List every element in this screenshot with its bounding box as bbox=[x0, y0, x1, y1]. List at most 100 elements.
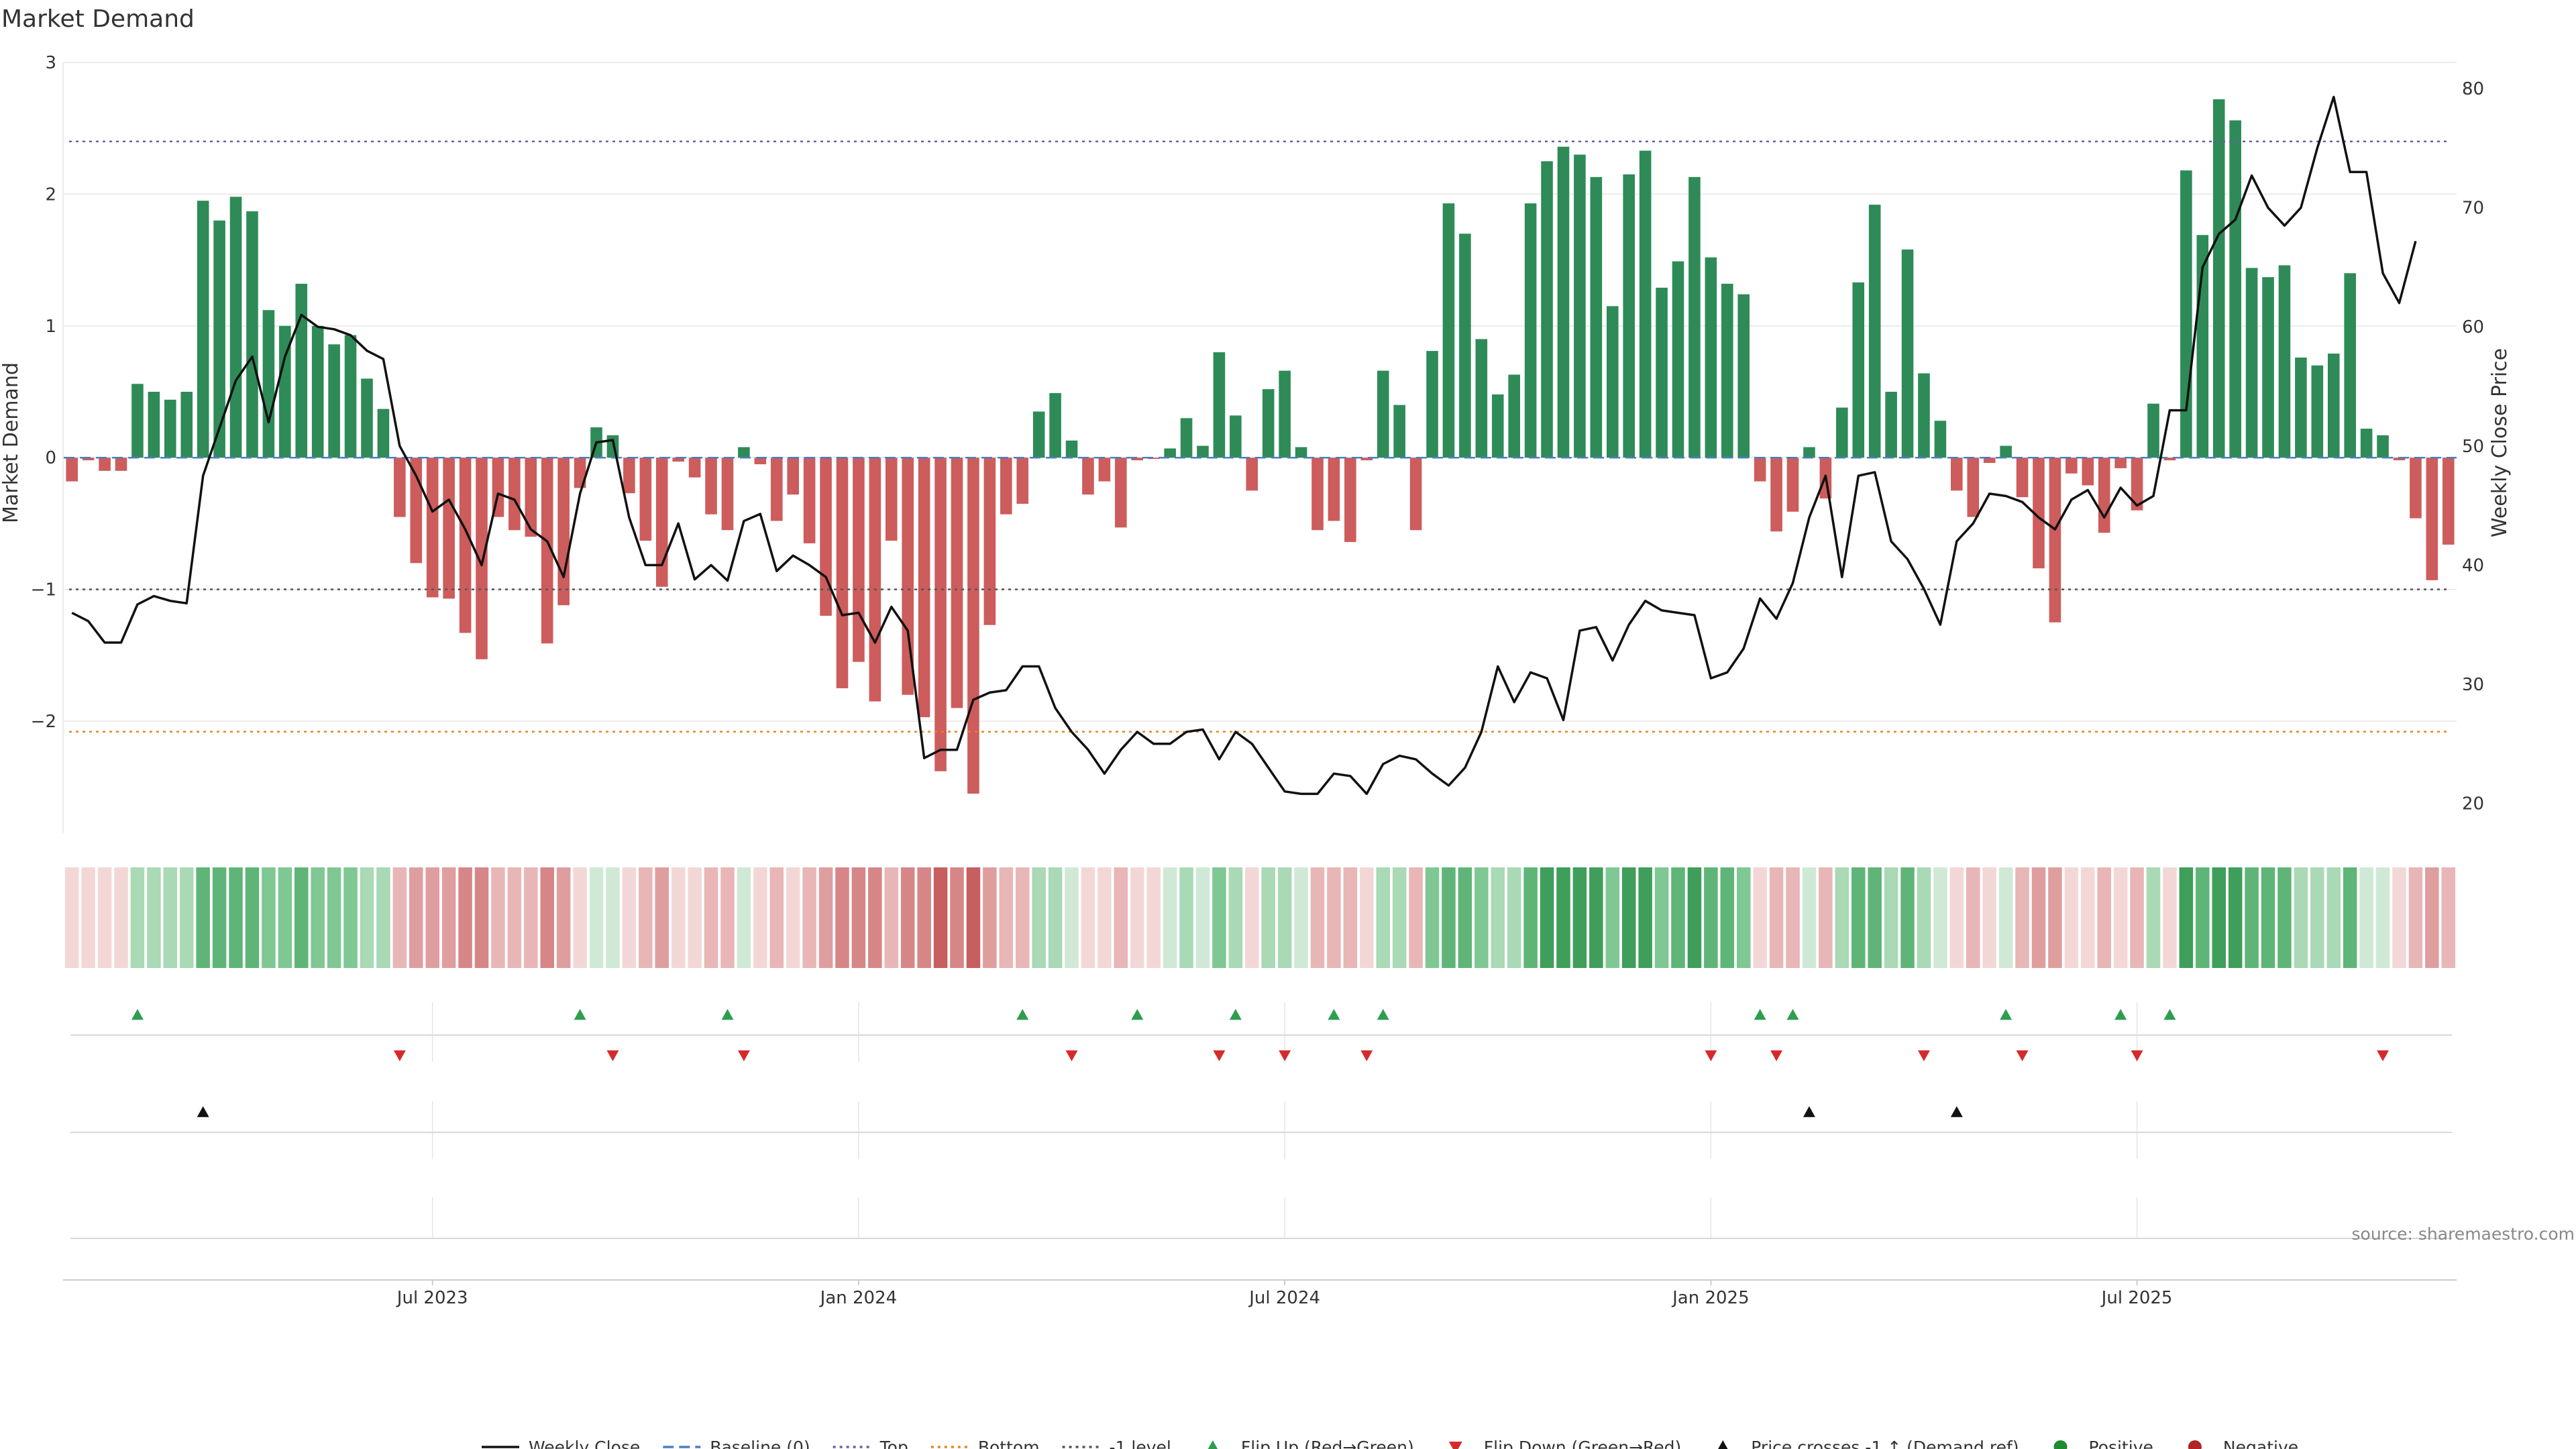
reference-lines bbox=[64, 140, 2457, 733]
heat-cell bbox=[1720, 867, 1735, 968]
legend-swatch bbox=[2188, 1440, 2202, 1449]
flip-up-marker bbox=[574, 1009, 586, 1020]
flip-down-marker bbox=[1705, 1050, 1717, 1061]
heat-cell bbox=[655, 867, 669, 968]
demand-bar bbox=[2098, 458, 2110, 533]
demand-bar bbox=[1344, 458, 1356, 542]
demand-bar bbox=[2000, 445, 2012, 458]
demand-bar bbox=[1639, 150, 1652, 458]
heat-cell bbox=[2130, 867, 2144, 968]
demand-bar bbox=[2295, 357, 2307, 458]
demand-bar bbox=[131, 384, 144, 458]
heat-cell bbox=[2245, 867, 2259, 968]
signal-markers bbox=[70, 1002, 2452, 1239]
demand-bar bbox=[836, 458, 849, 688]
demand-bar bbox=[328, 344, 340, 458]
demand-bar bbox=[770, 458, 783, 521]
legend-label: Positive bbox=[2089, 1438, 2153, 1449]
heat-cell bbox=[1114, 867, 1128, 968]
demand-bars bbox=[66, 99, 2455, 794]
flip-up-marker bbox=[721, 1009, 734, 1020]
legend-label: Price crosses -1 ↑ (Demand ref) bbox=[1751, 1438, 2019, 1449]
heat-cell bbox=[343, 867, 358, 968]
heat-cell bbox=[114, 867, 128, 968]
flip-up-marker bbox=[1786, 1009, 1799, 1020]
heat-cell bbox=[2425, 867, 2439, 968]
demand-bar bbox=[2426, 458, 2438, 580]
legend-swatch bbox=[1718, 1440, 1728, 1449]
heat-cell bbox=[1540, 867, 1554, 968]
legend-label: Flip Up (Red→Green) bbox=[1241, 1438, 1414, 1449]
heat-cell bbox=[753, 867, 767, 968]
demand-bar bbox=[2410, 458, 2422, 519]
heat-cell bbox=[1802, 867, 1817, 968]
flip-up-marker bbox=[1229, 1009, 1242, 1020]
demand-bar bbox=[2147, 403, 2159, 458]
heat-cell bbox=[999, 867, 1014, 968]
demand-bar bbox=[1836, 407, 1848, 458]
demand-bar bbox=[1377, 370, 1389, 458]
left-axis-label: Market Demand bbox=[0, 362, 23, 523]
demand-bar bbox=[623, 458, 635, 494]
demand-bar bbox=[2229, 120, 2241, 458]
demand-bar bbox=[1246, 458, 1258, 491]
heat-cell bbox=[1687, 867, 1702, 968]
legend-swatch bbox=[1208, 1440, 1218, 1449]
heat-cell bbox=[2441, 867, 2456, 968]
heat-cell bbox=[1474, 867, 1489, 968]
heat-cell bbox=[1835, 867, 1849, 968]
demand-bar bbox=[1328, 458, 1340, 521]
demand-bar bbox=[1065, 440, 1078, 458]
demand-bar bbox=[1786, 458, 1799, 512]
heat-cell bbox=[1360, 867, 1374, 968]
heat-cell bbox=[606, 867, 620, 968]
flip-down-marker bbox=[2016, 1050, 2029, 1061]
heat-cell bbox=[573, 867, 587, 968]
y-tick-label: 3 bbox=[45, 53, 56, 73]
flip-up-marker bbox=[1754, 1009, 1766, 1020]
heat-cell bbox=[229, 867, 243, 968]
demand-bar bbox=[1557, 146, 1570, 458]
x-tick-label: Jul 2023 bbox=[396, 1288, 468, 1308]
heat-cell bbox=[409, 867, 423, 968]
heat-cell bbox=[671, 867, 686, 968]
heat-cell bbox=[1900, 867, 1915, 968]
heat-cell bbox=[1130, 867, 1144, 968]
heat-cell bbox=[245, 867, 260, 968]
demand-heat-strip bbox=[64, 867, 2456, 968]
heat-cell bbox=[130, 867, 145, 968]
heat-cell bbox=[1294, 867, 1308, 968]
heat-cell bbox=[1261, 867, 1275, 968]
heat-cell bbox=[1949, 867, 1964, 968]
heat-cell bbox=[311, 867, 325, 968]
demand-bar bbox=[1442, 203, 1455, 458]
date-axis-ticks: Jul 2023 Jan 2024 Jul 2024 Jan 2025 Jul 2025 bbox=[63, 1279, 2457, 1308]
demand-bar bbox=[2065, 458, 2078, 474]
heat-cell bbox=[64, 867, 79, 968]
heat-cell bbox=[1491, 867, 1505, 968]
legend-swatch bbox=[2053, 1440, 2068, 1449]
legend-label: Top bbox=[879, 1438, 908, 1449]
heat-cell bbox=[704, 867, 718, 968]
heat-cell bbox=[1753, 867, 1767, 968]
demand-bar bbox=[229, 197, 242, 458]
y-tick-label: −2 bbox=[31, 712, 56, 732]
heat-cell bbox=[786, 867, 800, 968]
heat-cell bbox=[1032, 867, 1046, 968]
legend-label: Flip Down (Green→Red) bbox=[1484, 1438, 1682, 1449]
demand-bar bbox=[1230, 415, 1242, 458]
heat-cell bbox=[1163, 867, 1177, 968]
demand-bar bbox=[1852, 282, 1865, 458]
heat-cell bbox=[262, 867, 276, 968]
flip-down-marker bbox=[606, 1050, 619, 1061]
demand-bar bbox=[1491, 394, 1504, 458]
demand-bar bbox=[803, 458, 816, 543]
demand-bar bbox=[262, 310, 275, 458]
heat-cell bbox=[1195, 867, 1210, 968]
demand-bar bbox=[721, 458, 734, 531]
heat-cell bbox=[97, 867, 112, 968]
heat-cell bbox=[507, 867, 522, 968]
heat-cell bbox=[1523, 867, 1538, 968]
demand-bar bbox=[1574, 154, 1586, 458]
demand-bar bbox=[1393, 405, 1405, 458]
